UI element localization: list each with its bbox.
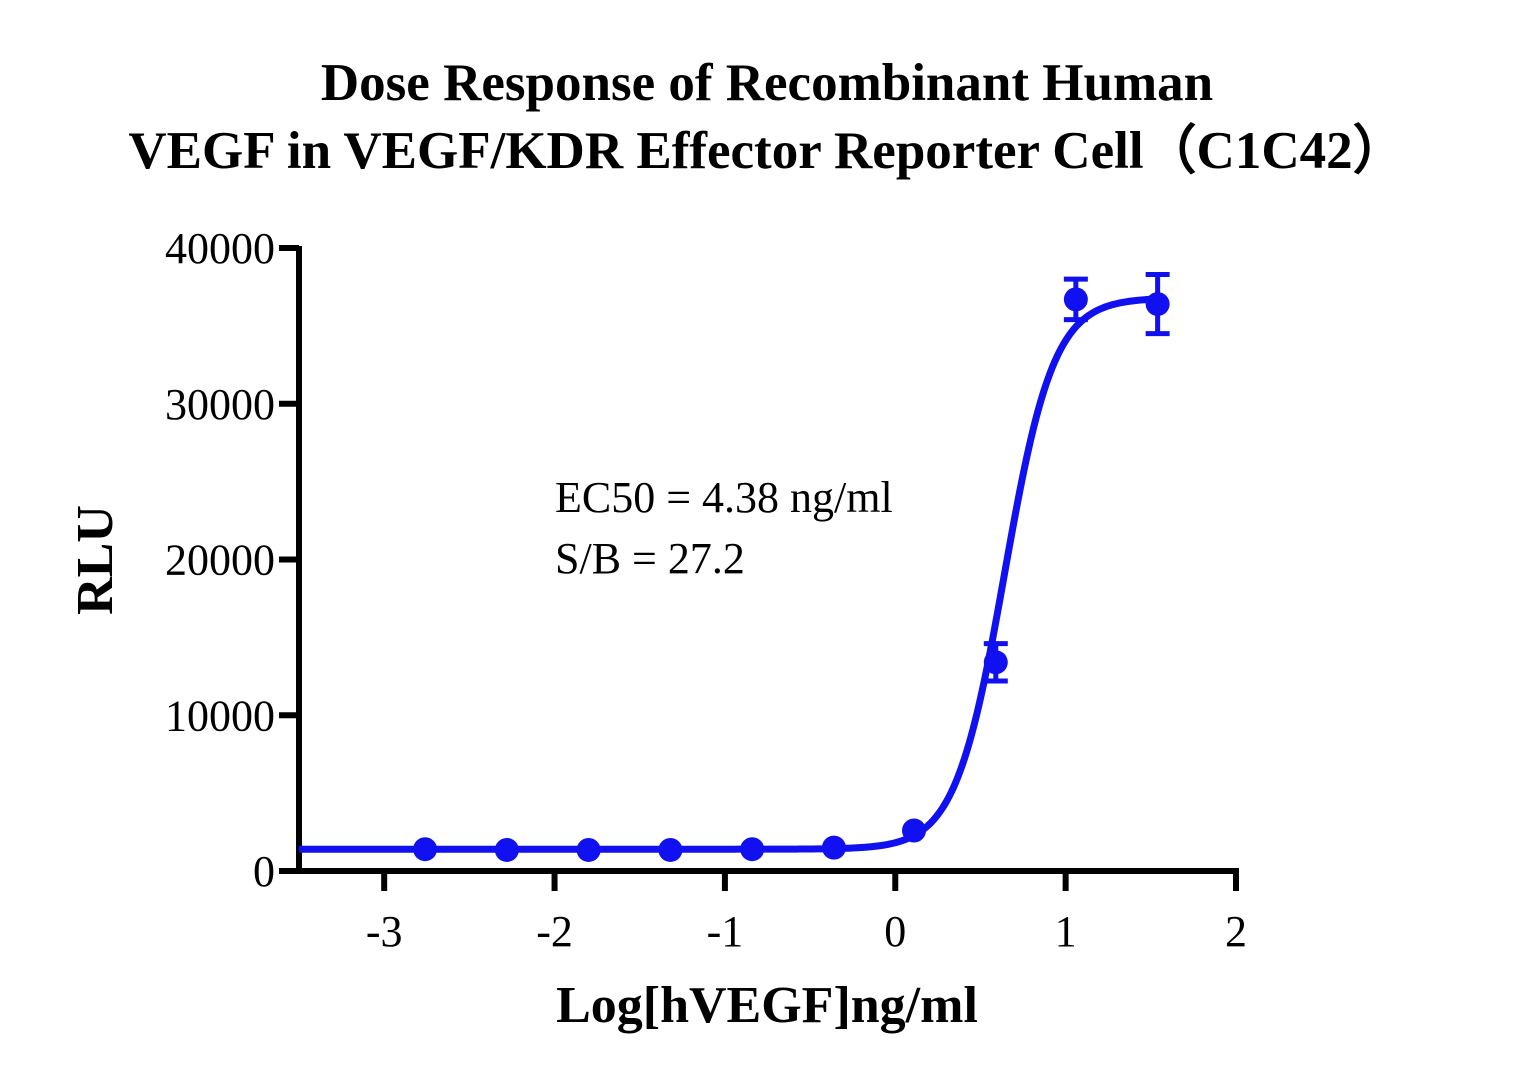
data-point [740,837,765,862]
chart-title-line-1: Dose Response of Recombinant Human [321,54,1213,112]
y-tick-label: 20000 [165,536,275,585]
y-tick-label: 40000 [165,224,275,273]
x-tick-label: 1 [1055,907,1077,956]
x-tick-label: -1 [707,907,744,956]
data-point [983,650,1008,675]
signal-background-annotation: S/B = 27.2 [555,534,745,583]
plot-area: 0 10000 20000 30000 40000 -3 -2 -1 0 1 2 [165,224,1247,956]
x-axis-title: Log[hVEGF]ng/ml [556,977,978,1034]
data-point [1145,292,1170,317]
data-point [658,837,683,862]
data-point [413,837,438,862]
y-tick-label: 30000 [165,380,275,429]
x-tick-label: -3 [366,907,403,956]
y-tick-label: 10000 [165,691,275,740]
y-axis-title: RLU [67,505,124,615]
data-point [1063,287,1088,312]
y-tick-label: 0 [253,847,275,896]
x-tick-label: 2 [1225,907,1247,956]
data-point [821,835,846,860]
fit-curve [297,295,1159,853]
data-point [902,818,927,843]
x-tick-label: 0 [884,907,906,956]
chart-title-line-2: VEGF in VEGF/KDR Effector Reporter Cell（… [128,120,1405,180]
x-tick-label: -2 [536,907,573,956]
data-point [494,837,519,862]
data-point [576,837,601,862]
ec50-annotation: EC50 = 4.38 ng/ml [555,473,893,522]
